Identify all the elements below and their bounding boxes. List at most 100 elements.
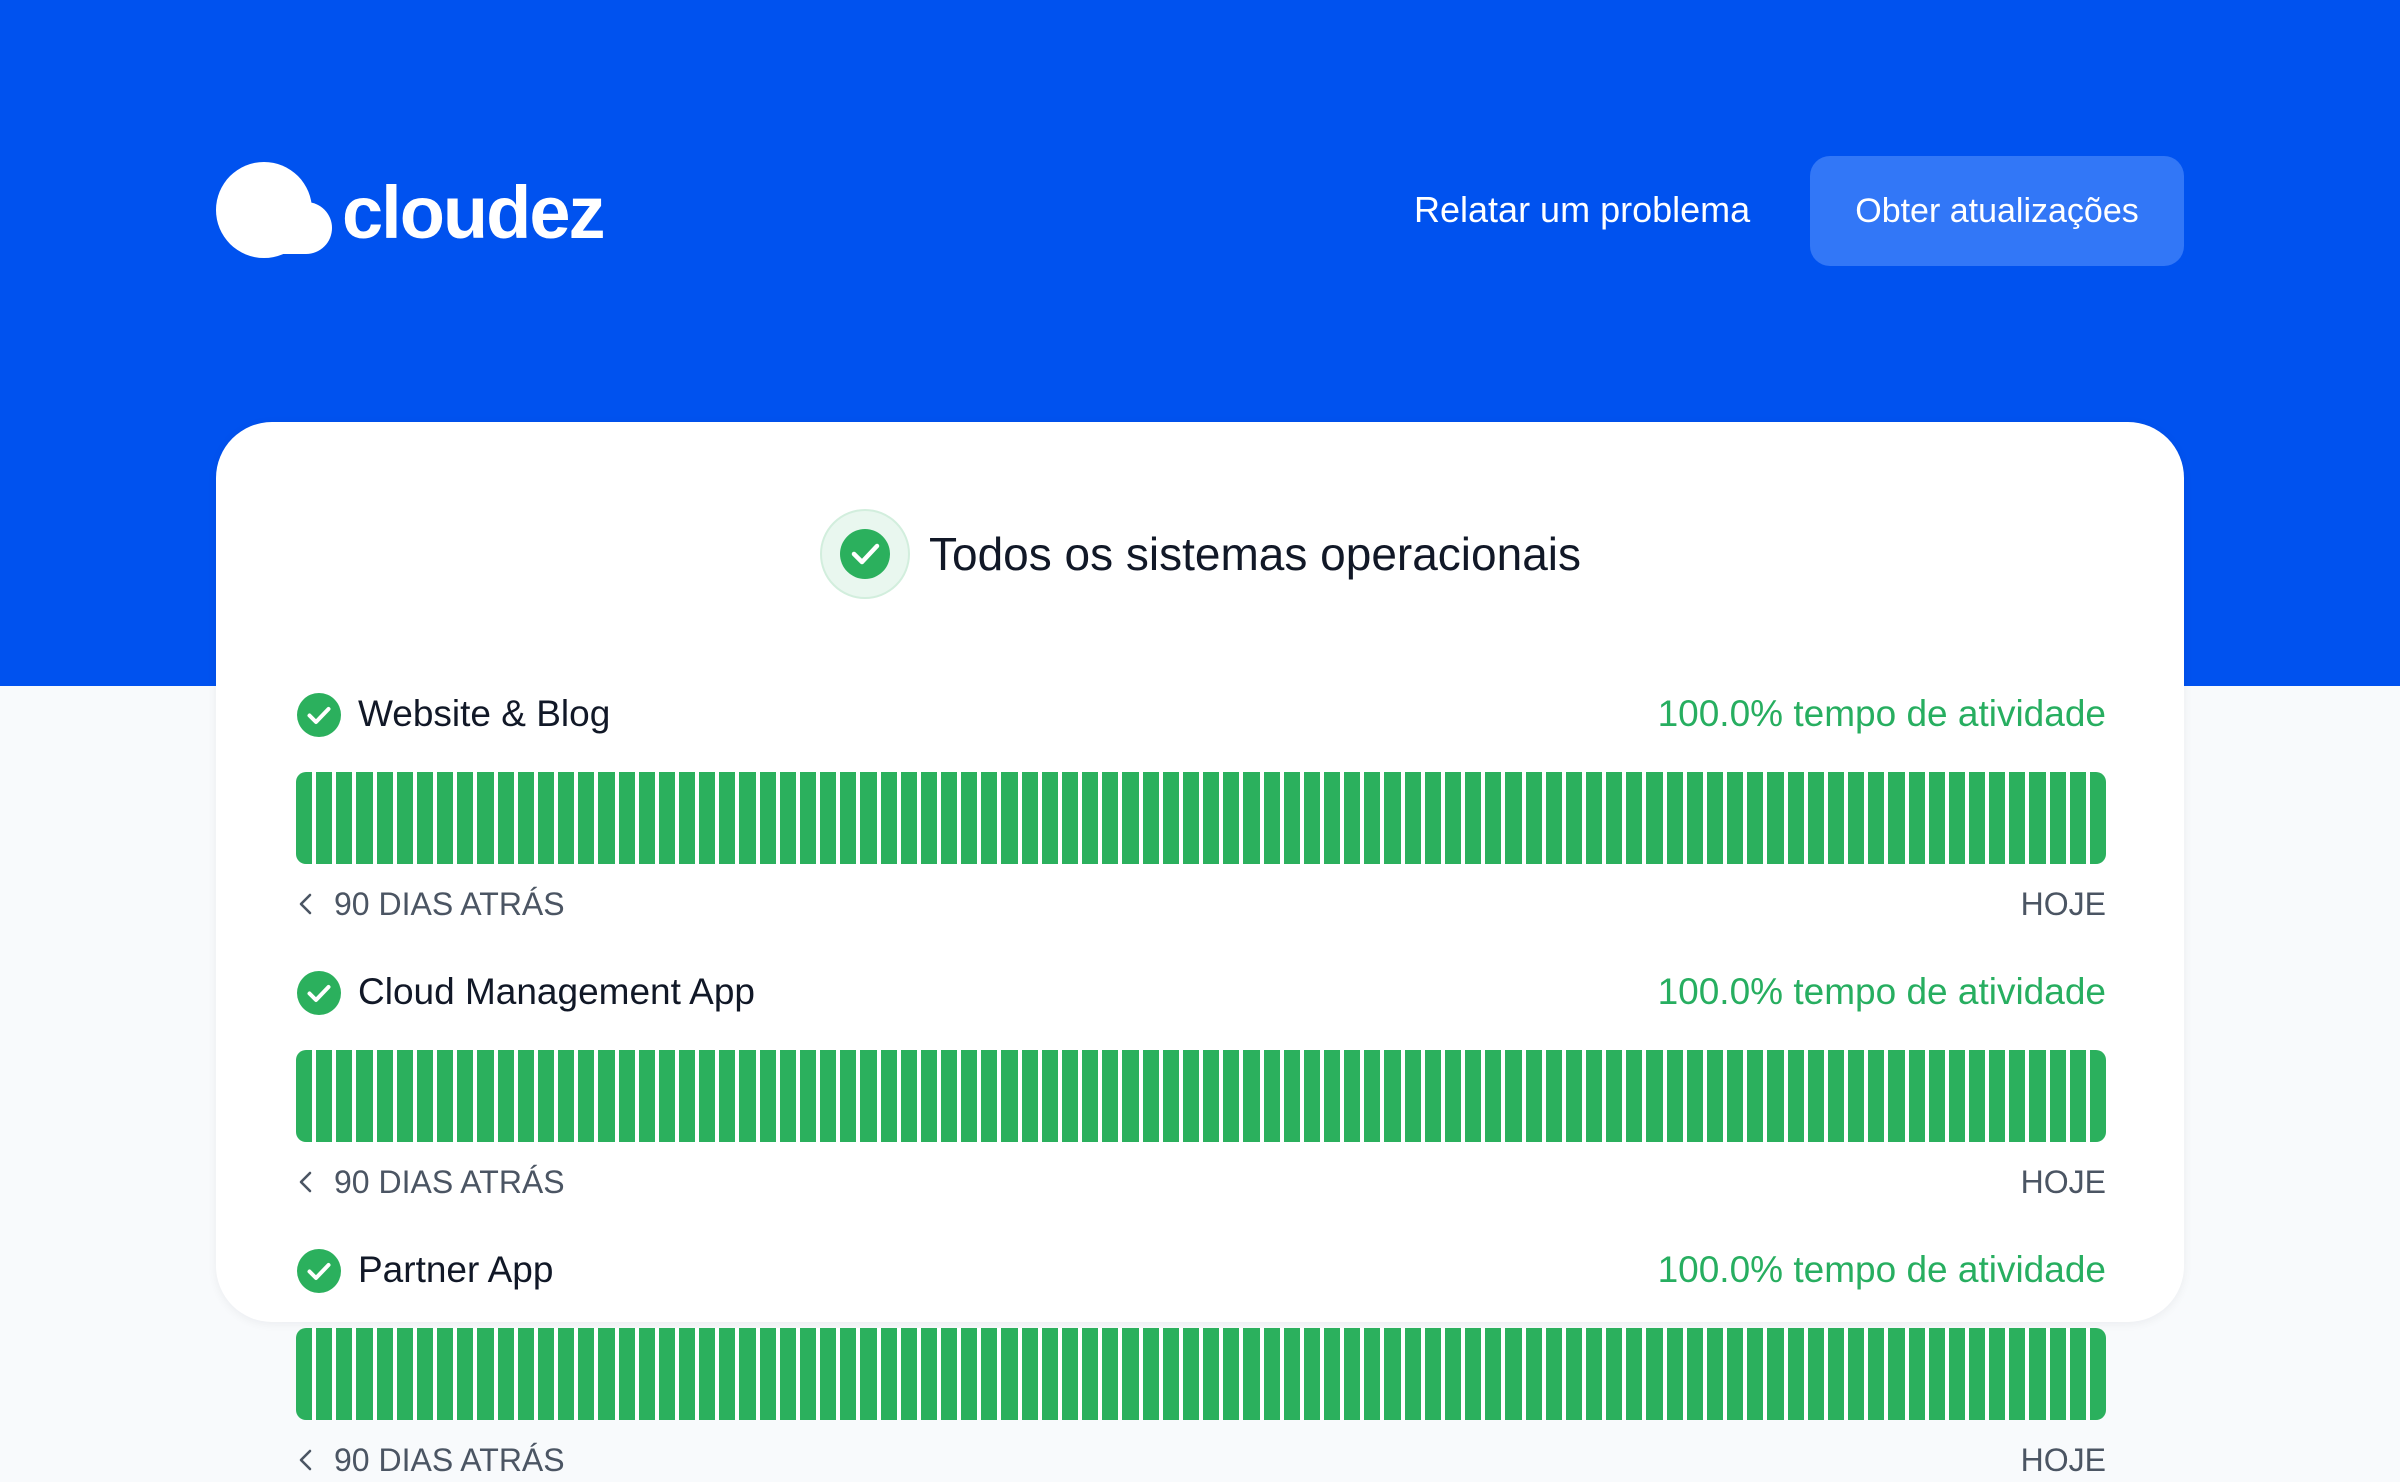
uptime-day-bar[interactable]	[1747, 1050, 1764, 1142]
uptime-day-bar[interactable]	[1303, 1328, 1320, 1420]
uptime-day-bar[interactable]	[981, 1328, 998, 1420]
uptime-day-bar[interactable]	[1948, 1328, 1965, 1420]
uptime-day-bar[interactable]	[558, 1328, 575, 1420]
uptime-day-bar[interactable]	[1283, 772, 1300, 864]
uptime-day-bar[interactable]	[920, 1328, 937, 1420]
uptime-day-bar[interactable]	[1686, 1328, 1703, 1420]
uptime-day-bar[interactable]	[1948, 1050, 1965, 1142]
uptime-day-bar[interactable]	[497, 1328, 514, 1420]
uptime-day-bar[interactable]	[618, 1328, 635, 1420]
uptime-day-bar[interactable]	[820, 1050, 837, 1142]
uptime-day-bar[interactable]	[1001, 1328, 1018, 1420]
uptime-day-bar[interactable]	[1182, 772, 1200, 864]
uptime-day-bar[interactable]	[1505, 772, 1522, 864]
uptime-day-bar[interactable]	[336, 772, 353, 864]
uptime-day-bar[interactable]	[1888, 772, 1905, 864]
uptime-day-bar[interactable]	[1323, 1050, 1341, 1142]
uptime-day-bar[interactable]	[1102, 772, 1119, 864]
uptime-day-bar[interactable]	[558, 772, 575, 864]
uptime-day-bar[interactable]	[1444, 1328, 1462, 1420]
uptime-day-bar[interactable]	[1989, 1050, 2006, 1142]
uptime-day-bar[interactable]	[759, 772, 776, 864]
uptime-day-bar[interactable]	[739, 772, 756, 864]
uptime-day-bar[interactable]	[1565, 772, 1582, 864]
uptime-day-bar[interactable]	[1727, 1328, 1744, 1420]
uptime-day-bar[interactable]	[1384, 772, 1401, 864]
uptime-day-bar[interactable]	[1021, 1050, 1038, 1142]
uptime-day-bar[interactable]	[537, 1050, 555, 1142]
brand-logo[interactable]: cloudez	[214, 160, 605, 260]
uptime-day-bar[interactable]	[1686, 1050, 1703, 1142]
uptime-day-bar[interactable]	[296, 1328, 313, 1420]
uptime-day-bar[interactable]	[961, 772, 978, 864]
uptime-day-bar[interactable]	[920, 1050, 937, 1142]
uptime-day-bar[interactable]	[1142, 772, 1159, 864]
uptime-day-bar[interactable]	[1485, 1050, 1502, 1142]
uptime-day-bar[interactable]	[678, 1050, 696, 1142]
uptime-day-bar[interactable]	[1827, 772, 1845, 864]
uptime-day-bar[interactable]	[457, 1328, 474, 1420]
uptime-day-bar[interactable]	[759, 1050, 776, 1142]
uptime-day-bar[interactable]	[1465, 772, 1482, 864]
uptime-day-bar[interactable]	[1485, 1328, 1502, 1420]
uptime-day-bar[interactable]	[799, 772, 817, 864]
uptime-day-bar[interactable]	[1384, 1050, 1401, 1142]
uptime-day-bar[interactable]	[1303, 1050, 1320, 1142]
uptime-day-bar[interactable]	[1586, 1328, 1603, 1420]
uptime-day-bar[interactable]	[517, 1328, 534, 1420]
uptime-day-bar[interactable]	[941, 772, 958, 864]
uptime-day-bar[interactable]	[1686, 772, 1703, 864]
uptime-day-bar[interactable]	[1404, 772, 1421, 864]
uptime-day-bar[interactable]	[477, 1050, 494, 1142]
uptime-day-bar[interactable]	[1021, 1328, 1038, 1420]
uptime-day-bar[interactable]	[376, 772, 393, 864]
uptime-day-bar[interactable]	[2009, 1328, 2026, 1420]
uptime-day-bar[interactable]	[2089, 772, 2106, 864]
uptime-day-bar[interactable]	[961, 1328, 978, 1420]
uptime-day-bar[interactable]	[1323, 772, 1341, 864]
uptime-day-bar[interactable]	[1243, 772, 1260, 864]
uptime-day-bar[interactable]	[2069, 1328, 2086, 1420]
uptime-day-bar[interactable]	[880, 772, 897, 864]
uptime-day-bar[interactable]	[1545, 1328, 1562, 1420]
uptime-day-bar[interactable]	[1041, 1328, 1058, 1420]
uptime-day-bar[interactable]	[477, 772, 494, 864]
uptime-day-bar[interactable]	[1203, 1328, 1220, 1420]
uptime-day-bar[interactable]	[1303, 772, 1320, 864]
uptime-day-bar[interactable]	[779, 1328, 796, 1420]
uptime-day-bar[interactable]	[558, 1050, 575, 1142]
uptime-day-bar[interactable]	[1666, 1050, 1683, 1142]
uptime-day-bar[interactable]	[296, 772, 313, 864]
uptime-day-bar[interactable]	[1082, 772, 1099, 864]
uptime-day-bar[interactable]	[618, 1050, 635, 1142]
uptime-day-bar[interactable]	[1223, 772, 1240, 864]
uptime-day-bar[interactable]	[1061, 1328, 1079, 1420]
uptime-day-bar[interactable]	[840, 772, 857, 864]
uptime-day-bar[interactable]	[1545, 772, 1562, 864]
uptime-day-bar[interactable]	[618, 772, 635, 864]
uptime-day-bar[interactable]	[1041, 772, 1058, 864]
uptime-day-bar[interactable]	[457, 1050, 474, 1142]
uptime-day-bar[interactable]	[578, 772, 595, 864]
uptime-day-bar[interactable]	[1586, 772, 1603, 864]
get-updates-button[interactable]: Obter atualizações	[1810, 156, 2184, 266]
uptime-day-bar[interactable]	[1666, 772, 1683, 864]
uptime-day-bar[interactable]	[1968, 1050, 1986, 1142]
uptime-day-bar[interactable]	[1787, 772, 1804, 864]
uptime-day-bar[interactable]	[1001, 772, 1018, 864]
uptime-day-bar[interactable]	[1807, 1050, 1824, 1142]
uptime-day-bar[interactable]	[1102, 1050, 1119, 1142]
uptime-day-bar[interactable]	[1384, 1328, 1401, 1420]
uptime-day-bar[interactable]	[1061, 1050, 1079, 1142]
uptime-day-bar[interactable]	[2029, 772, 2046, 864]
uptime-day-bar[interactable]	[1767, 1050, 1784, 1142]
uptime-day-bar[interactable]	[638, 1050, 655, 1142]
uptime-day-bar[interactable]	[719, 1328, 736, 1420]
uptime-day-bar[interactable]	[1203, 1050, 1220, 1142]
report-problem-link[interactable]: Relatar um problema	[1414, 189, 1751, 230]
uptime-day-bar[interactable]	[1465, 1328, 1482, 1420]
uptime-day-bar[interactable]	[1364, 772, 1381, 864]
uptime-day-bar[interactable]	[1928, 1328, 1945, 1420]
uptime-day-bar[interactable]	[537, 772, 555, 864]
uptime-day-bar[interactable]	[900, 1328, 917, 1420]
